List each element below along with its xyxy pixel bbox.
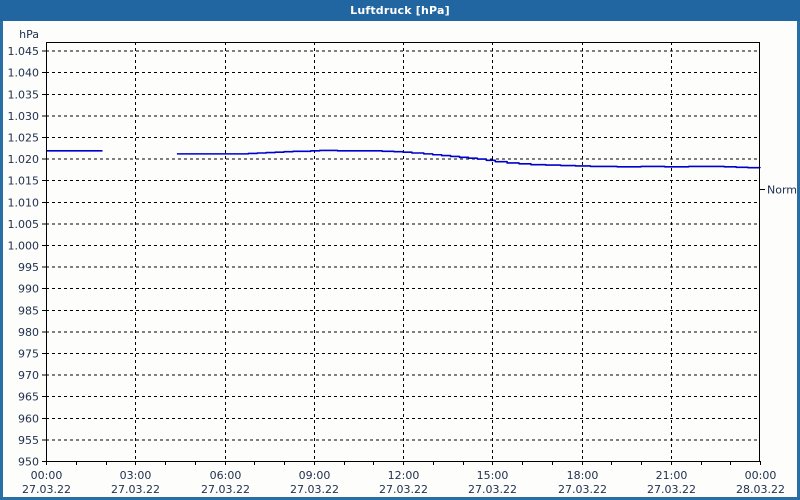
x-axis-time-label: 12:00 [388, 469, 420, 482]
x-axis-time-label: 21:00 [656, 469, 688, 482]
x-axis-date-label: 27.03.22 [468, 483, 517, 496]
y-axis-tick-label: 1.025 [8, 132, 40, 145]
pressure-chart: 1.045 1.040 1.035 1.030 1.025 1.020 1.015 1.010… [8, 28, 798, 496]
series-layer [46, 149, 761, 169]
grid-layer [46, 42, 760, 461]
y-axis-tick-label: 1.010 [8, 196, 40, 209]
y-axis-tick-label: 1.040 [8, 67, 40, 80]
page-title: Luftdruck [hPa] [350, 4, 450, 17]
x-axis-time-label: 03:00 [120, 469, 152, 482]
y-axis-tick-label: 1.005 [8, 218, 40, 231]
x-axis-time-label: 09:00 [299, 469, 331, 482]
x-axis-date-label: 27.03.22 [379, 483, 428, 496]
pressure-series-line [176, 149, 761, 169]
y-axis-tick-label: 985 [18, 304, 39, 317]
y-axis-unit-label: hPa [19, 28, 39, 41]
y-axis-tick-label: 975 [18, 348, 39, 361]
x-axis-date-label: 27.03.22 [647, 483, 696, 496]
x-axis-time-label: 15:00 [477, 469, 509, 482]
y-axis-tick-label: 970 [18, 369, 39, 382]
x-axis-time-label: 06:00 [210, 469, 242, 482]
y-axis-tick-label: 1.030 [8, 110, 40, 123]
y-axis-tick-label: 990 [18, 283, 39, 296]
y-axis-tick-label: 1.000 [8, 240, 40, 253]
window-title-bar: Luftdruck [hPa] [0, 0, 800, 21]
axis-layer [42, 41, 765, 465]
y-axis-tick-label: 1.020 [8, 153, 40, 166]
annotation-label-normal: Normal [767, 184, 797, 197]
y-axis-tick-label: 965 [18, 391, 39, 404]
y-axis-tick-label: 1.015 [8, 175, 40, 188]
x-axis-date-label: 28.03.22 [736, 483, 785, 496]
y-axis-tick-label: 1.045 [8, 45, 40, 58]
y-axis-tick-label: 980 [18, 326, 39, 339]
x-axis-date-label: 27.03.22 [201, 483, 250, 496]
x-axis-time-label: 00:00 [31, 469, 63, 482]
y-axis-tick-label: 950 [18, 456, 39, 469]
x-axis-time-label: 18:00 [567, 469, 599, 482]
x-axis-time-label: 00:00 [745, 469, 777, 482]
x-axis-date-label: 27.03.22 [558, 483, 607, 496]
label-layer: 1.045 1.040 1.035 1.030 1.025 1.020 1.015 1.010… [8, 28, 798, 496]
y-axis-tick-label: 960 [18, 412, 39, 425]
x-axis-date-label: 27.03.22 [22, 483, 71, 496]
plot-frame [45, 41, 761, 463]
y-axis-tick-label: 955 [18, 434, 39, 447]
x-axis-date-label: 27.03.22 [111, 483, 160, 496]
y-axis-tick-label: 1.035 [8, 88, 40, 101]
y-axis-tick-label: 995 [18, 261, 39, 274]
x-axis-date-label: 27.03.22 [290, 483, 339, 496]
